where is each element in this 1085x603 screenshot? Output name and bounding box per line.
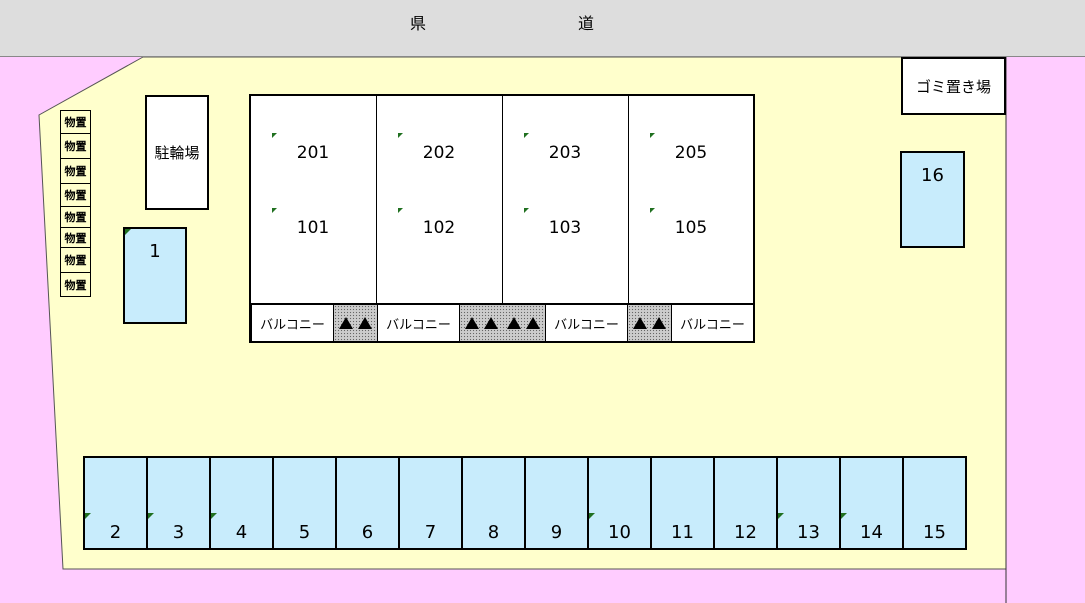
- parking-number: 6: [361, 522, 374, 543]
- parking-number: 10: [608, 522, 631, 543]
- parking-number: 15: [923, 522, 946, 543]
- room-201[interactable]: 201: [296, 143, 330, 163]
- room-102[interactable]: 102: [422, 218, 456, 238]
- parking-space-14[interactable]: 14: [839, 456, 904, 550]
- road-label-right: 道: [578, 14, 595, 33]
- marker-icon: [524, 208, 529, 213]
- parking-number: 11: [671, 522, 694, 543]
- stair-arrow-icon: [358, 317, 372, 329]
- parking-number: 8: [487, 522, 500, 543]
- room-202[interactable]: 202: [422, 143, 456, 163]
- bicycle-parking: 駐輪場: [145, 95, 209, 210]
- marker-icon: [398, 208, 403, 213]
- stair-arrow-icon: [465, 317, 479, 329]
- parking-space-12[interactable]: 12: [713, 456, 778, 550]
- storage-shed: 物置: [60, 272, 91, 297]
- marker-icon: [272, 208, 277, 213]
- storage-shed: 物置: [60, 183, 91, 207]
- storage-shed: 物置: [60, 247, 91, 273]
- storage-shed: 物置: [60, 206, 91, 228]
- parking-space-4[interactable]: 4: [209, 456, 274, 550]
- parking-number: 2: [109, 522, 122, 543]
- stairs: [502, 303, 545, 343]
- storage-shed: 物置: [60, 110, 91, 134]
- unit-divider: [376, 96, 377, 303]
- parking-space-2[interactable]: 2: [83, 456, 148, 550]
- parking-space-7[interactable]: 7: [398, 456, 463, 550]
- marker-icon: [650, 133, 655, 138]
- marker-icon: [589, 513, 595, 519]
- parking-space-13[interactable]: 13: [776, 456, 841, 550]
- marker-icon: [524, 133, 529, 138]
- parking-space-6[interactable]: 6: [335, 456, 400, 550]
- balcony: バルコニー: [376, 303, 461, 343]
- stair-arrow-icon: [652, 317, 666, 329]
- marker-icon: [148, 513, 154, 519]
- parking-space-5[interactable]: 5: [272, 456, 337, 550]
- stair-arrow-icon: [484, 317, 498, 329]
- parking-space-16[interactable]: 16: [900, 151, 965, 248]
- stair-arrow-icon: [339, 317, 353, 329]
- garbage-area: ゴミ置き場: [901, 57, 1006, 115]
- marker-icon: [211, 513, 217, 519]
- parking-space-8[interactable]: 8: [461, 456, 526, 550]
- marker-icon: [272, 133, 277, 138]
- room-205[interactable]: 205: [674, 143, 708, 163]
- storage-shed: 物置: [60, 133, 91, 159]
- parking-number: 12: [734, 522, 757, 543]
- unit-divider: [502, 96, 503, 303]
- room-101[interactable]: 101: [296, 218, 330, 238]
- parking-space-11[interactable]: 11: [650, 456, 715, 550]
- room-203[interactable]: 203: [548, 143, 582, 163]
- parking-number: 5: [298, 522, 311, 543]
- parking-space-10[interactable]: 10: [587, 456, 652, 550]
- parking-number: 1: [149, 241, 161, 262]
- parking-number: 13: [797, 522, 820, 543]
- parking-number: 4: [235, 522, 248, 543]
- parking-number: 7: [424, 522, 437, 543]
- parking-space-1[interactable]: 1: [123, 227, 187, 324]
- balcony: バルコニー: [250, 303, 335, 343]
- stairs: [334, 303, 377, 343]
- prefectural-road: 県 道: [0, 0, 1085, 57]
- road-label-left: 県: [410, 14, 427, 33]
- parking-space-3[interactable]: 3: [146, 456, 211, 550]
- parking-number: 3: [172, 522, 185, 543]
- marker-icon: [125, 229, 131, 235]
- balcony: バルコニー: [670, 303, 755, 343]
- storage-shed: 物置: [60, 158, 91, 184]
- parking-number: 16: [921, 165, 944, 186]
- marker-icon: [85, 513, 91, 519]
- room-103[interactable]: 103: [548, 218, 582, 238]
- balcony: バルコニー: [544, 303, 629, 343]
- stair-arrow-icon: [633, 317, 647, 329]
- storage-shed: 物置: [60, 227, 91, 248]
- parking-number: 9: [550, 522, 563, 543]
- stairs: [460, 303, 503, 343]
- parking-number: 14: [860, 522, 883, 543]
- parking-space-9[interactable]: 9: [524, 456, 589, 550]
- marker-icon: [841, 513, 847, 519]
- unit-divider: [628, 96, 629, 303]
- parking-space-15[interactable]: 15: [902, 456, 967, 550]
- marker-icon: [778, 513, 784, 519]
- stair-arrow-icon: [526, 317, 540, 329]
- stairs: [628, 303, 671, 343]
- stair-arrow-icon: [507, 317, 521, 329]
- marker-icon: [398, 133, 403, 138]
- room-105[interactable]: 105: [674, 218, 708, 238]
- marker-icon: [650, 208, 655, 213]
